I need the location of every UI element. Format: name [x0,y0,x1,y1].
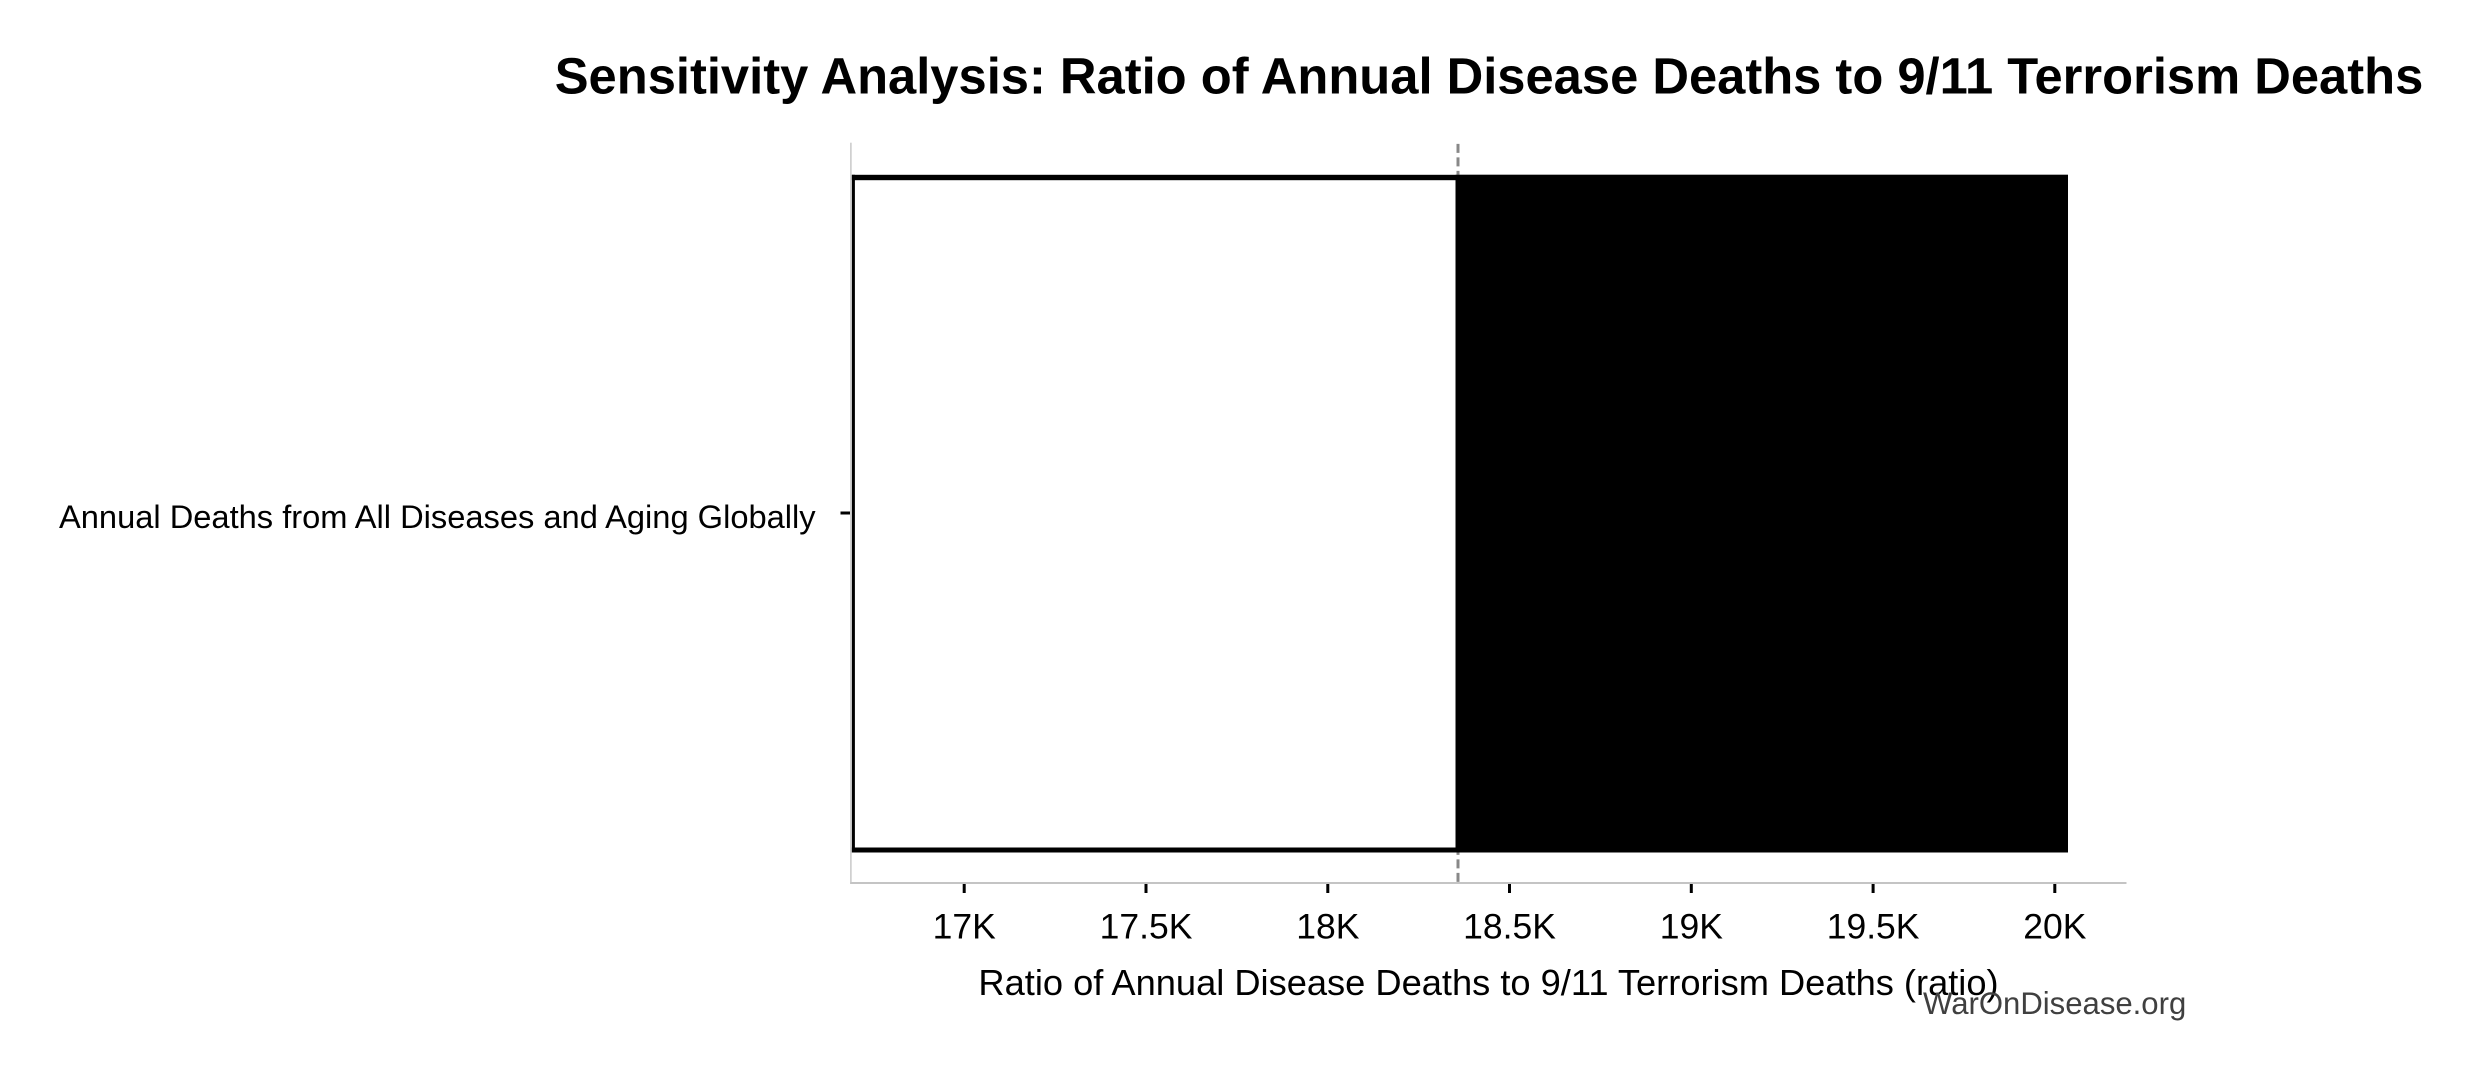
svg-text:Ratio of Annual Disease Deaths: Ratio of Annual Disease Deaths to 9/11 T… [978,962,1998,1003]
svg-text:WarOnDisease.org: WarOnDisease.org [1923,986,2186,1021]
svg-text:17.5K: 17.5K [1100,907,1193,947]
svg-text:Annual Deaths from All Disease: Annual Deaths from All Diseases and Agin… [59,498,816,535]
svg-text:18K: 18K [1296,907,1359,947]
svg-text:19.5K: 19.5K [1827,907,1920,947]
svg-text:18.5K: 18.5K [1463,907,1556,947]
svg-text:17K: 17K [933,907,996,947]
svg-text:19K: 19K [1660,907,1723,947]
svg-text:20K: 20K [2023,907,2086,947]
svg-text:Sensitivity Analysis: Ratio of: Sensitivity Analysis: Ratio of Annual Di… [555,47,2424,104]
